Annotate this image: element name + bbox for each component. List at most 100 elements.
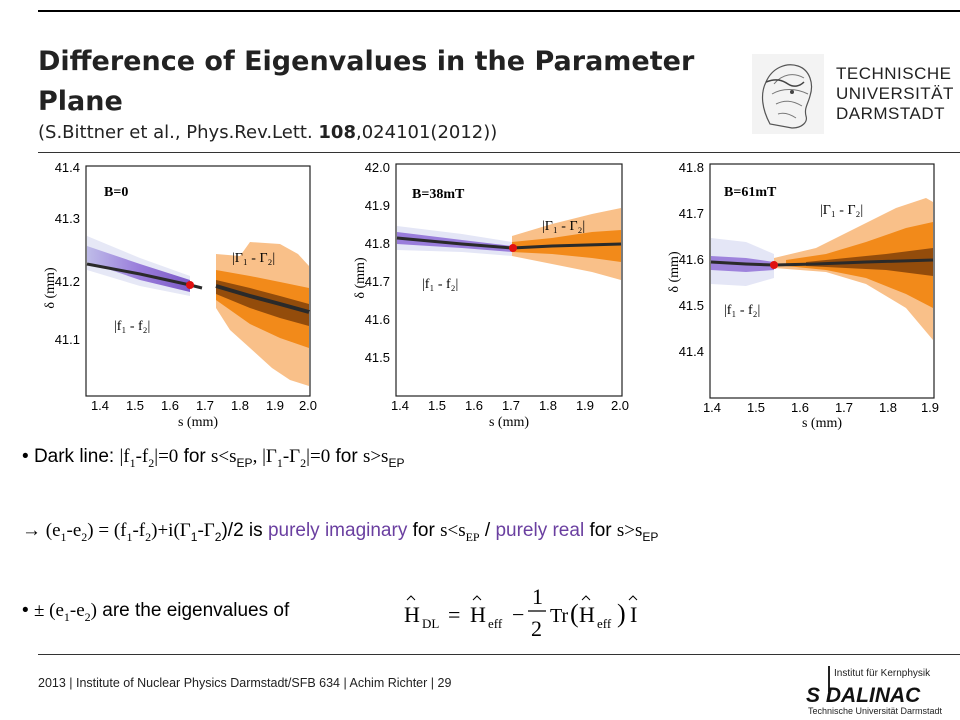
sub: 2 — [81, 529, 88, 544]
eq-h: H — [579, 602, 595, 627]
text: |=0 — [306, 446, 331, 467]
citation: (S.Bittner et al., Phys.Rev.Lett. 108,02… — [38, 122, 497, 143]
x-tick: 1.7 — [196, 398, 214, 413]
text: , |Γ — [252, 446, 277, 467]
text: |f — [119, 446, 130, 467]
x-tick: 1.8 — [539, 398, 557, 413]
text: -Γ — [282, 446, 301, 467]
y-tick: 41.5 — [365, 350, 390, 365]
y-tick: 41.1 — [55, 332, 80, 347]
y-tick: 41.3 — [55, 211, 80, 226]
text-highlight: purely real — [495, 520, 585, 541]
text: → (e — [22, 520, 61, 541]
x-ticks: 1.4 1.5 1.6 1.7 1.8 1.9 2.0 — [91, 398, 317, 413]
x-ticks: 1.4 1.5 1.6 1.7 1.8 1.9 — [703, 400, 939, 415]
x-tick: 1.4 — [703, 400, 721, 415]
y-label: δ (mm) — [43, 267, 58, 309]
y-tick: 41.8 — [679, 160, 704, 175]
footer-rule — [38, 654, 960, 655]
text: -e — [69, 600, 85, 621]
x-tick: 1.8 — [879, 400, 897, 415]
plot-label: B=0 — [104, 185, 128, 200]
sub: EP — [642, 529, 659, 544]
eq-h: H — [470, 602, 486, 627]
y-tick: 42.0 — [365, 160, 390, 175]
eq-h: H — [404, 602, 420, 627]
x-tick: 1.7 — [835, 400, 853, 415]
x-label: s (mm) — [178, 415, 218, 430]
x-ticks: 1.4 1.5 1.6 1.7 1.8 1.9 2.0 — [391, 398, 629, 413]
text: )/2 — [221, 520, 244, 541]
x-tick: 1.6 — [791, 400, 809, 415]
ep-marker — [186, 281, 194, 289]
text: Dark line: — [33, 446, 120, 467]
ann-f: |f₁ - f₂| — [422, 277, 458, 292]
text: for — [407, 520, 441, 541]
sub: 1 — [129, 455, 136, 470]
top-rule — [38, 10, 960, 12]
dark-line — [86, 262, 203, 290]
text: for — [178, 446, 212, 467]
title-rule — [38, 152, 960, 153]
equation-hdl: H DL = H eff − 1 2 Tr ( H eff ) I — [404, 584, 638, 641]
sub: 2 — [84, 609, 91, 624]
x-tick: 1.5 — [126, 398, 144, 413]
text: -e — [66, 520, 82, 541]
sub: 2 — [148, 455, 155, 470]
dark-line — [710, 258, 934, 267]
x-tick: 1.4 — [91, 398, 109, 413]
text: for — [584, 520, 617, 541]
bullet-eigenvalues: • ± (e1-e2) are the eigenvalues of — [22, 600, 289, 625]
x-tick: 2.0 — [611, 398, 629, 413]
x-tick: 1.5 — [428, 398, 446, 413]
paren-open: ( — [570, 599, 579, 628]
citation-pre: (S.Bittner et al., Phys.Rev.Lett. — [38, 122, 319, 143]
bullet-dot: • — [22, 600, 34, 621]
text: for — [330, 446, 363, 467]
plot-b61: B=61mT |Γ₁ - Γ₂| |f₁ - f₂| 41.8 41.7 41.… — [667, 160, 939, 430]
x-label: s (mm) — [802, 416, 842, 430]
text: ) — [90, 600, 97, 621]
footer-text: 2013 | Institute of Nuclear Physics Darm… — [38, 676, 452, 690]
x-tick: 1.9 — [576, 398, 594, 413]
text: s<s — [211, 446, 237, 467]
logo-main: S DALINAC — [806, 684, 921, 707]
eq-num: 1 — [532, 584, 543, 609]
dark-line-right — [215, 284, 310, 314]
eq-sub: DL — [422, 616, 439, 631]
logo-line1: Institut für Kernphysik — [834, 668, 931, 679]
text: -Γ — [197, 520, 215, 541]
y-ticks: 42.0 41.9 41.8 41.7 41.6 41.5 — [365, 160, 390, 365]
text: |=0 — [154, 446, 179, 467]
y-tick: 41.7 — [679, 206, 704, 221]
text-highlight: purely imaginary — [267, 520, 408, 541]
x-tick: 1.9 — [266, 398, 284, 413]
y-label: δ (mm) — [667, 251, 682, 293]
sub: EP — [236, 455, 253, 470]
y-tick: 41.6 — [679, 252, 704, 267]
text: is — [243, 520, 268, 541]
sub: 2 — [300, 455, 307, 470]
text: -f — [132, 520, 146, 541]
x-tick: 1.4 — [391, 398, 409, 413]
ep-marker — [509, 244, 517, 252]
sub: 1 — [60, 529, 67, 544]
text: )+i(Γ — [151, 520, 191, 541]
ann-f: |f₁ - f₂| — [114, 319, 150, 334]
ep-marker — [770, 261, 778, 269]
eq-minus: − — [512, 602, 524, 627]
y-tick: 41.7 — [365, 274, 390, 289]
x-tick: 1.5 — [747, 400, 765, 415]
sub: 2 — [214, 529, 222, 544]
plot-b0: B=0 |Γ₁ - Γ₂| |f₁ - f₂| 41.4 41.3 41.2 4… — [43, 160, 317, 430]
university-logo: TECHNISCHE UNIVERSITÄT DARMSTADT — [752, 54, 953, 134]
x-tick: 1.9 — [921, 400, 939, 415]
sub: 1 — [63, 609, 70, 624]
plot-frame — [395, 163, 623, 397]
y-tick: 41.9 — [365, 198, 390, 213]
bullet-dark-line: • Dark line: |f1-f2|=0 for s<sEP, |Γ1-Γ2… — [22, 446, 404, 471]
sub: EP — [465, 529, 480, 544]
eq-den: 2 — [531, 616, 542, 641]
sub: 1 — [276, 455, 283, 470]
text: / — [479, 520, 496, 541]
